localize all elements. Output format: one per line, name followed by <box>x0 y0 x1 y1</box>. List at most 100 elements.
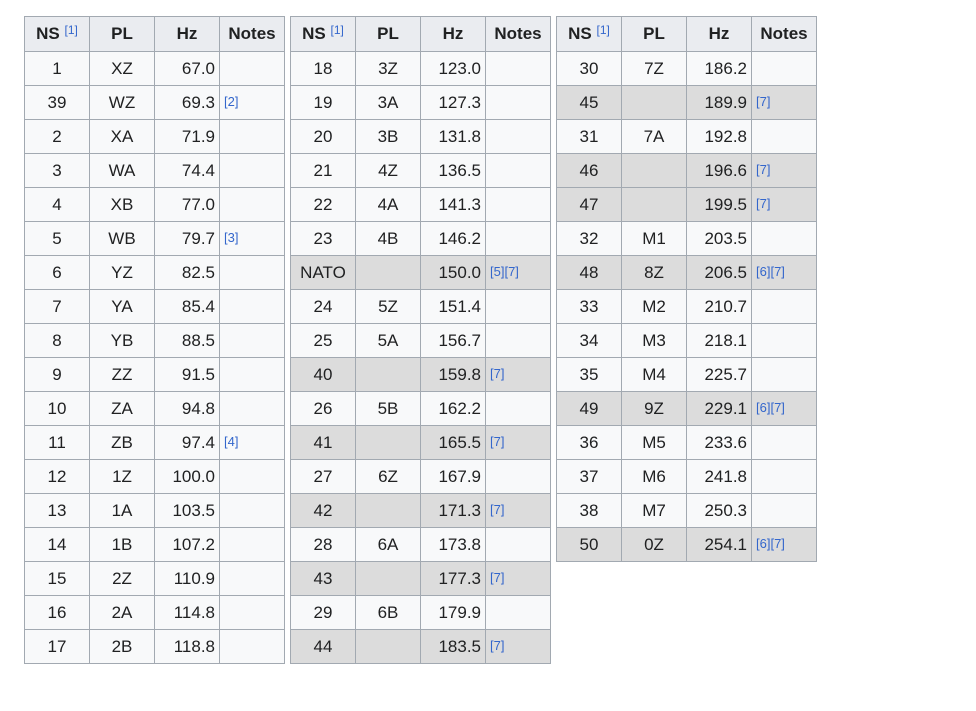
cell-ns: 14 <box>24 527 90 562</box>
cell-notes <box>485 391 551 426</box>
table-row: 36 M5 233.6 <box>556 425 817 460</box>
cell-pl <box>355 425 421 460</box>
footnote-link[interactable]: [7] <box>490 570 505 585</box>
cell-ns: 8 <box>24 323 90 358</box>
table-row: 19 3A 127.3 <box>290 85 551 120</box>
cell-hz: 85.4 <box>154 289 220 324</box>
table-row: 17 2B 118.8 <box>24 629 285 664</box>
cell-pl: 4B <box>355 221 421 256</box>
cell-notes <box>751 51 817 86</box>
col-header-ns: NS [1] <box>24 16 90 52</box>
cell-ns: 47 <box>556 187 622 222</box>
cell-ns: 7 <box>24 289 90 324</box>
cell-notes <box>751 493 817 528</box>
cell-ns: 19 <box>290 85 356 120</box>
footnote-link[interactable]: [1] <box>596 23 610 38</box>
cell-pl: XZ <box>89 51 155 86</box>
table-row: 12 1Z 100.0 <box>24 459 285 494</box>
cell-notes: [7] <box>485 425 551 460</box>
footnote-link[interactable]: [7] <box>490 434 505 449</box>
col-header-pl: PL <box>89 16 155 52</box>
cell-notes: [7] <box>485 561 551 596</box>
cell-pl: 1Z <box>89 459 155 494</box>
cell-ns: 39 <box>24 85 90 120</box>
footnote-link[interactable]: [7] <box>756 94 771 109</box>
footnote-link[interactable]: [7] <box>756 162 771 177</box>
cell-notes <box>219 51 285 86</box>
cell-notes <box>219 561 285 596</box>
cell-pl: 3B <box>355 119 421 154</box>
footnote-link[interactable]: [1] <box>330 23 344 38</box>
cell-notes <box>751 221 817 256</box>
cell-notes: [7] <box>485 357 551 392</box>
cell-pl: 7Z <box>621 51 687 86</box>
cell-ns: 27 <box>290 459 356 494</box>
footnote-link[interactable]: [6][7] <box>756 264 785 279</box>
table-row: 30 7Z 186.2 <box>556 51 817 86</box>
footnote-link[interactable]: [7] <box>490 502 505 517</box>
footnote-link[interactable]: [6][7] <box>756 536 785 551</box>
cell-hz: 173.8 <box>420 527 486 562</box>
footnote-link[interactable]: [7] <box>756 196 771 211</box>
col-header-hz: Hz <box>420 16 486 52</box>
cell-pl: 3A <box>355 85 421 120</box>
cell-hz: 167.9 <box>420 459 486 494</box>
cell-pl: M2 <box>621 289 687 324</box>
cell-pl <box>355 493 421 528</box>
cell-pl: 9Z <box>621 391 687 426</box>
cell-pl: 2Z <box>89 561 155 596</box>
cell-hz: 225.7 <box>686 357 752 392</box>
cell-hz: 71.9 <box>154 119 220 154</box>
cell-hz: 186.2 <box>686 51 752 86</box>
cell-hz: 141.3 <box>420 187 486 222</box>
table-header-row: NS [1] PL Hz Notes <box>24 16 285 52</box>
footnote-link[interactable]: [2] <box>224 94 239 109</box>
cell-ns: 12 <box>24 459 90 494</box>
cell-pl: YZ <box>89 255 155 290</box>
table-row: 5 WB 79.7 [3] <box>24 221 285 256</box>
footnote-link[interactable]: [3] <box>224 230 239 245</box>
table-row: NATO 150.0 [5][7] <box>290 255 551 290</box>
footnote-link[interactable]: [7] <box>490 638 505 653</box>
cell-notes <box>485 187 551 222</box>
footnote-link[interactable]: [1] <box>64 23 78 38</box>
table-row: 44 183.5 [7] <box>290 629 551 664</box>
cell-pl: 5A <box>355 323 421 358</box>
cell-ns: 21 <box>290 153 356 188</box>
cell-ns: 4 <box>24 187 90 222</box>
cell-notes: [7] <box>485 629 551 664</box>
footnote-link[interactable]: [4] <box>224 434 239 449</box>
cell-hz: 250.3 <box>686 493 752 528</box>
cell-hz: 189.9 <box>686 85 752 120</box>
cell-pl: ZB <box>89 425 155 460</box>
cell-hz: 100.0 <box>154 459 220 494</box>
footnote-link[interactable]: [7] <box>490 366 505 381</box>
cell-pl <box>355 357 421 392</box>
footnote-link[interactable]: [6][7] <box>756 400 785 415</box>
cell-notes: [7] <box>751 187 817 222</box>
cell-hz: 69.3 <box>154 85 220 120</box>
cell-notes <box>485 289 551 324</box>
table-row: 20 3B 131.8 <box>290 119 551 154</box>
cell-hz: 179.9 <box>420 595 486 630</box>
footnote-link[interactable]: [5][7] <box>490 264 519 279</box>
table-header-row: NS [1] PL Hz Notes <box>290 16 551 52</box>
cell-ns: 29 <box>290 595 356 630</box>
cell-hz: 103.5 <box>154 493 220 528</box>
tone-table-2: NS [1] PL Hz Notes 18 3Z 123.0 19 3A 127.3 20 3… <box>290 16 551 664</box>
cell-hz: 241.8 <box>686 459 752 494</box>
cell-pl: 1A <box>89 493 155 528</box>
table-row: 49 9Z 229.1 [6][7] <box>556 391 817 426</box>
cell-pl: WA <box>89 153 155 188</box>
cell-ns: 9 <box>24 357 90 392</box>
table-row: 25 5A 156.7 <box>290 323 551 358</box>
cell-pl <box>621 85 687 120</box>
cell-notes <box>219 459 285 494</box>
cell-ns: 2 <box>24 119 90 154</box>
table-row: 35 M4 225.7 <box>556 357 817 392</box>
cell-ns: 25 <box>290 323 356 358</box>
table-row: 46 196.6 [7] <box>556 153 817 188</box>
cell-hz: 94.8 <box>154 391 220 426</box>
table-row: 9 ZZ 91.5 <box>24 357 285 392</box>
table-row: 37 M6 241.8 <box>556 459 817 494</box>
